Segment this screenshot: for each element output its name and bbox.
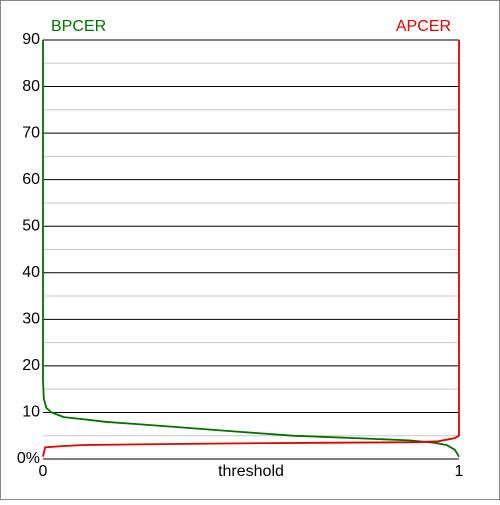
- y-tick-label: 80: [22, 78, 40, 95]
- y-tick-label: 20: [22, 357, 40, 374]
- y-tick-label: 0%: [17, 450, 40, 467]
- y-tick-label: 50: [22, 217, 40, 234]
- x-tick-label: 1: [455, 463, 464, 480]
- y-tick-label: 90: [22, 31, 40, 48]
- y-tick-label: 30: [22, 311, 40, 328]
- y-tick-label: 60: [22, 171, 40, 188]
- series-line: [42, 40, 460, 457]
- x-axis-label: threshold: [218, 463, 284, 480]
- x-tick-label: 0: [39, 463, 48, 480]
- legend-label: APCER: [396, 18, 451, 35]
- y-tick-label: 70: [22, 124, 40, 141]
- y-tick-label: 10: [22, 404, 40, 421]
- series-line: [42, 40, 460, 458]
- y-tick-label: 40: [22, 264, 40, 281]
- legend-label: BPCER: [51, 18, 106, 35]
